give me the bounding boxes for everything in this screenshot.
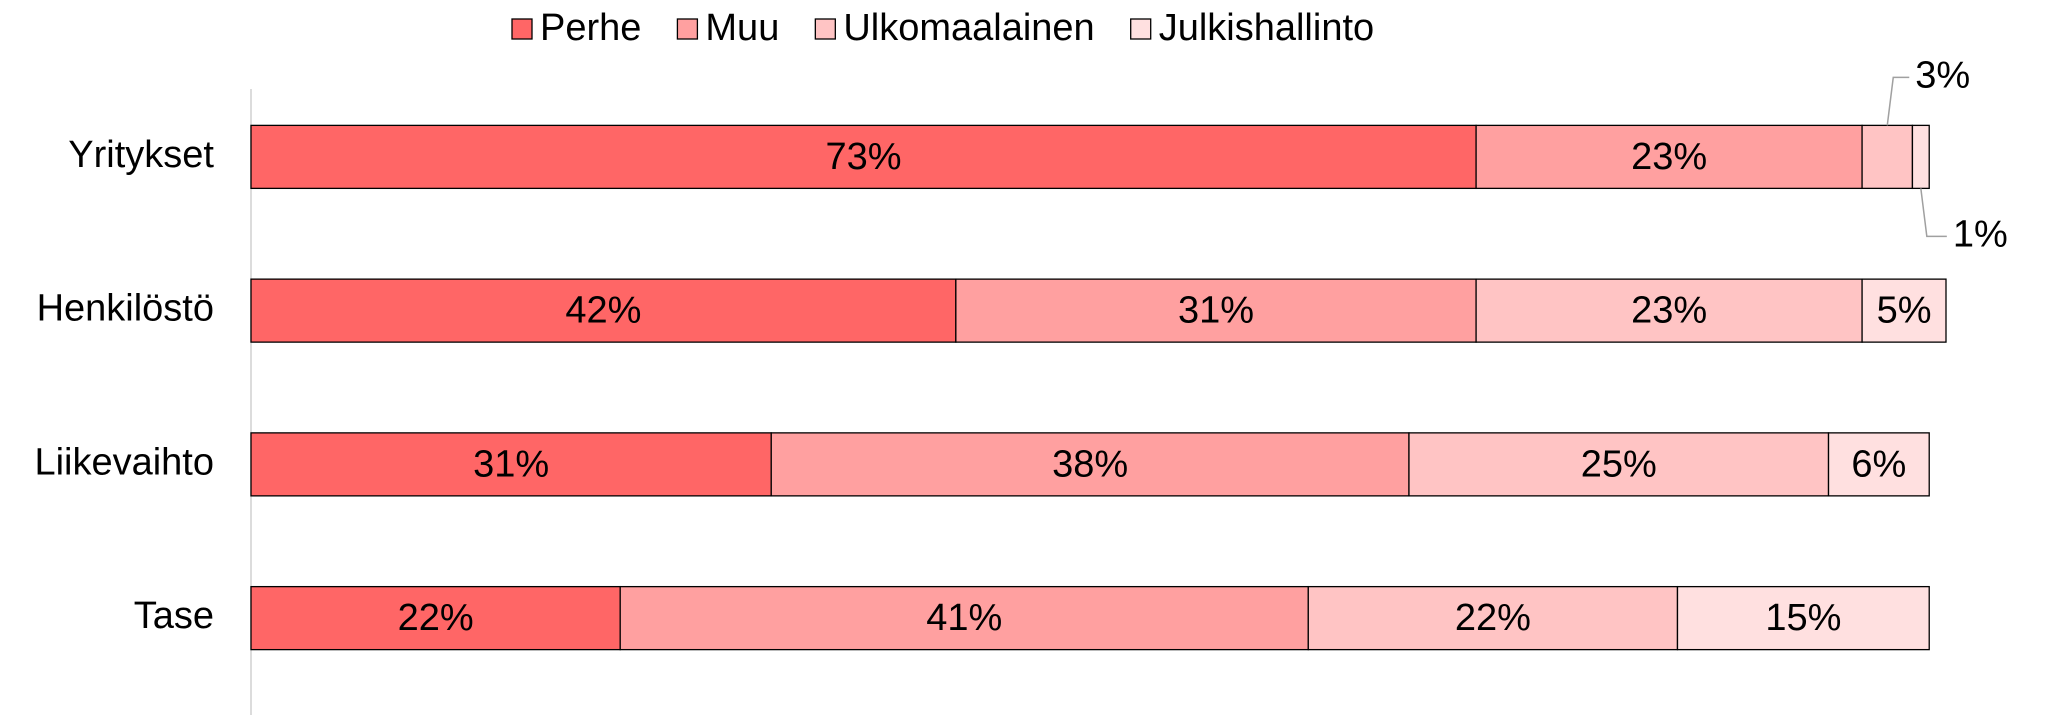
legend-label: Perhe xyxy=(540,7,641,49)
data-label: 73% xyxy=(826,136,902,178)
legend-label: Ulkomaalainen xyxy=(843,7,1094,49)
leader-line xyxy=(1886,76,1910,126)
data-label: 25% xyxy=(1581,443,1657,485)
data-label: 31% xyxy=(1178,290,1254,332)
data-label: 6% xyxy=(1851,443,1906,485)
bar-segment xyxy=(1861,278,1947,343)
y-tick-label: Liikevaihto xyxy=(34,441,214,483)
y-tick-label: Henkilöstö xyxy=(37,288,214,330)
data-label: 22% xyxy=(1455,597,1531,639)
bar-segment xyxy=(1408,432,1830,497)
legend-swatch xyxy=(676,18,699,40)
bar-segment xyxy=(619,585,1309,651)
legend-swatch xyxy=(511,18,533,40)
legend-label: Muu xyxy=(705,7,779,49)
y-tick-label: Yritykset xyxy=(68,134,214,176)
bar-segment xyxy=(1676,585,1930,651)
bar-segment xyxy=(1475,124,1863,190)
bar-segment xyxy=(1827,432,1930,497)
bar-segment xyxy=(250,124,1477,190)
data-label: 23% xyxy=(1631,136,1707,178)
bar-segment xyxy=(770,432,1410,497)
data-label: 31% xyxy=(473,443,549,485)
legend-swatch xyxy=(1130,18,1152,40)
bar-segment xyxy=(1911,124,1930,190)
legend-swatch xyxy=(814,18,836,40)
y-tick-label: Tase xyxy=(134,595,214,637)
data-label: 15% xyxy=(1765,597,1841,639)
leader-line xyxy=(1920,188,1947,238)
data-label: 22% xyxy=(398,597,474,639)
bar-segment xyxy=(1861,124,1914,190)
data-label: 23% xyxy=(1631,290,1707,332)
data-label: 3% xyxy=(1915,54,1970,96)
data-label: 1% xyxy=(1953,213,2008,255)
legend-label: Julkishallinto xyxy=(1159,7,1374,49)
bar-segment xyxy=(250,278,957,343)
data-label: 41% xyxy=(926,597,1002,639)
bar-segment xyxy=(250,585,621,651)
bar-segment xyxy=(1307,585,1679,651)
data-label: 5% xyxy=(1877,290,1932,332)
data-label: 42% xyxy=(565,290,641,332)
data-label: 38% xyxy=(1052,443,1128,485)
